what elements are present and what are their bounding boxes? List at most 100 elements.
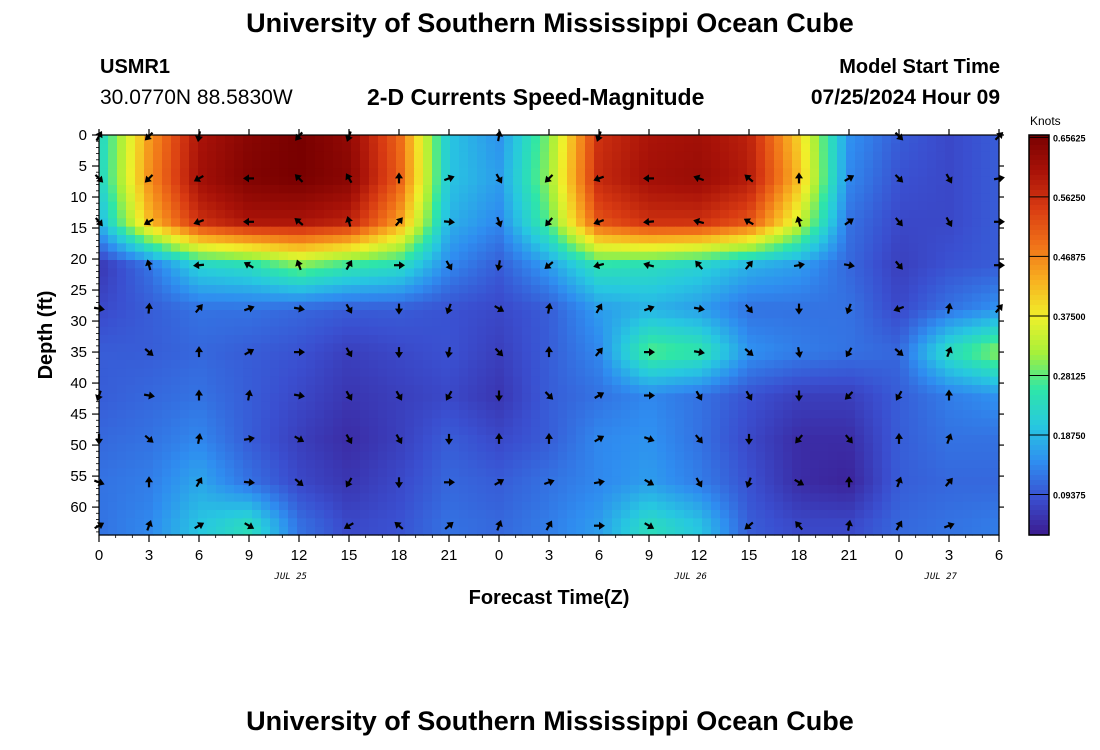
heatmap-cell (900, 160, 910, 169)
heatmap-cell (747, 360, 757, 369)
heatmap-cell (972, 376, 982, 386)
heatmap-cell (927, 235, 937, 244)
heatmap-cell (684, 410, 694, 419)
heatmap-cell (621, 176, 631, 186)
heatmap-cell (720, 393, 730, 403)
heatmap-cell (252, 410, 262, 419)
heatmap-cell (432, 518, 442, 528)
heatmap-cell (243, 501, 253, 511)
heatmap-cell (972, 501, 982, 511)
heatmap-cell (378, 301, 388, 311)
heatmap-cell (378, 368, 388, 378)
heatmap-cell (99, 501, 109, 511)
heatmap-cell (630, 293, 640, 303)
heatmap-cell (927, 226, 937, 236)
heatmap-cell (126, 143, 136, 153)
heatmap-cell (819, 485, 829, 494)
heatmap-cell (297, 260, 307, 269)
heatmap-cell (261, 385, 271, 394)
heatmap-cell (99, 451, 109, 461)
current-vector-arrow (345, 390, 353, 401)
heatmap-cell (630, 410, 640, 419)
heatmap-cell (252, 226, 262, 236)
heatmap-cell (693, 143, 703, 153)
heatmap-cell (846, 251, 856, 261)
heatmap-cell (378, 501, 388, 511)
heatmap-cell (207, 226, 217, 236)
current-vector-arrow (744, 260, 753, 270)
heatmap-cell (189, 426, 199, 436)
heatmap-cell (855, 218, 865, 228)
heatmap-cell (936, 460, 946, 469)
heatmap-cell (378, 360, 388, 369)
heatmap-cell (189, 210, 199, 219)
heatmap-cell (936, 160, 946, 169)
heatmap-cell (333, 451, 343, 461)
heatmap-cell (108, 226, 118, 236)
heatmap-cell (288, 310, 298, 319)
current-vector-arrow (693, 217, 705, 226)
heatmap-cell (207, 318, 217, 328)
heatmap-cell (810, 235, 820, 244)
heatmap-cell (198, 335, 208, 344)
heatmap-cell (522, 351, 532, 361)
heatmap-cell (585, 318, 595, 328)
current-vector-arrow (195, 389, 203, 401)
heatmap-cell (684, 218, 694, 228)
heatmap-cell (720, 251, 730, 261)
heatmap-cell (216, 435, 226, 444)
heatmap-cell (963, 335, 973, 344)
heatmap-cell (99, 410, 109, 419)
heatmap-cell (396, 351, 406, 361)
heatmap-cell (567, 368, 577, 378)
heatmap-cell (171, 385, 181, 394)
heatmap-cell (468, 285, 478, 294)
heatmap-cell (846, 168, 856, 178)
heatmap-cell (558, 401, 568, 411)
heatmap-cell (801, 501, 811, 511)
current-vector-arrow (845, 347, 853, 358)
heatmap-cell (873, 260, 883, 269)
current-vector-arrow (844, 434, 853, 444)
heatmap-cell (576, 435, 586, 444)
heatmap-cell (819, 376, 829, 386)
heatmap-cell (495, 493, 505, 503)
heatmap-cell (387, 235, 397, 244)
heatmap-cell (297, 468, 307, 478)
heatmap-cell (819, 501, 829, 511)
heatmap-cell (729, 285, 739, 294)
heatmap-cell (684, 485, 694, 494)
heatmap-cell (144, 451, 154, 461)
heatmap-cell (711, 443, 721, 453)
heatmap-cell (288, 435, 298, 444)
heatmap-cell (126, 160, 136, 169)
heatmap-cell (747, 385, 757, 394)
heatmap-cell (684, 201, 694, 211)
heatmap-cell (522, 518, 532, 528)
heatmap-cell (360, 293, 370, 303)
heatmap-cell (720, 443, 730, 453)
heatmap-cell (567, 510, 577, 519)
heatmap-cell (882, 226, 892, 236)
heatmap-cell (522, 260, 532, 269)
heatmap-cell (261, 151, 271, 161)
heatmap-cell (585, 210, 595, 219)
heatmap-cell (990, 451, 1000, 461)
heatmap-cell (828, 460, 838, 469)
heatmap-cell (477, 151, 487, 161)
heatmap-cell (315, 260, 325, 269)
heatmap-cell (423, 176, 433, 186)
heatmap-cell (891, 526, 901, 536)
heatmap-cell (927, 460, 937, 469)
heatmap-cell (837, 268, 847, 278)
heatmap-cell (225, 301, 235, 311)
heatmap-cell (288, 335, 298, 344)
heatmap-cell (954, 151, 964, 161)
heatmap-cell (927, 426, 937, 436)
model-start-value: 07/25/2024 Hour 09 (810, 86, 1000, 109)
heatmap-cell (504, 235, 514, 244)
current-vector-arrow (845, 519, 853, 531)
heatmap-cell (234, 376, 244, 386)
heatmap-cell (711, 385, 721, 394)
heatmap-cell (540, 526, 550, 536)
